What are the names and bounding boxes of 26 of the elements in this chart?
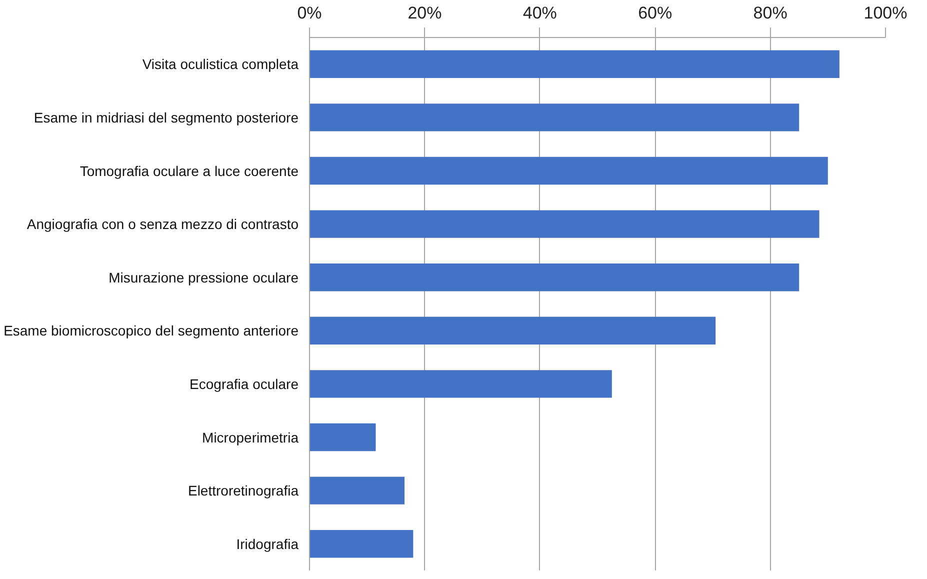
y-tick-label: Angiografia con o senza mezzo di contrasto [26,216,299,232]
y-tick-label: Visita oculistica completa [142,56,299,72]
x-tick-label: 80% [753,4,788,22]
bar [310,476,405,504]
x-tick-label: 60% [638,4,672,22]
bar [310,423,376,452]
bar [310,210,820,238]
bar [310,50,840,78]
bar [310,530,414,558]
y-tick-label: Elettroretinografia [188,482,299,499]
x-tick-label: 100% [864,4,908,22]
bar [310,316,716,345]
bar [310,263,800,292]
y-tick-label: Microperimetria [202,429,299,446]
bar [310,104,800,132]
bar [310,156,828,185]
x-tick-label: 40% [522,4,557,22]
y-tick-label: Iridografia [236,536,299,552]
y-tick-label: Ecografia oculare [190,376,299,392]
bar [310,370,612,398]
y-tick-label: Misurazione pressione oculare [108,269,299,286]
y-tick-label: Esame in midriasi del segmento posteriore [34,109,299,126]
y-tick-label: Esame biomicroscopico del segmento anteriore [4,322,299,339]
x-tick-label: 0% [297,4,322,22]
y-tick-label: Tomografia oculare a luce coerente [80,162,299,179]
x-tick-label: 20% [408,4,442,22]
